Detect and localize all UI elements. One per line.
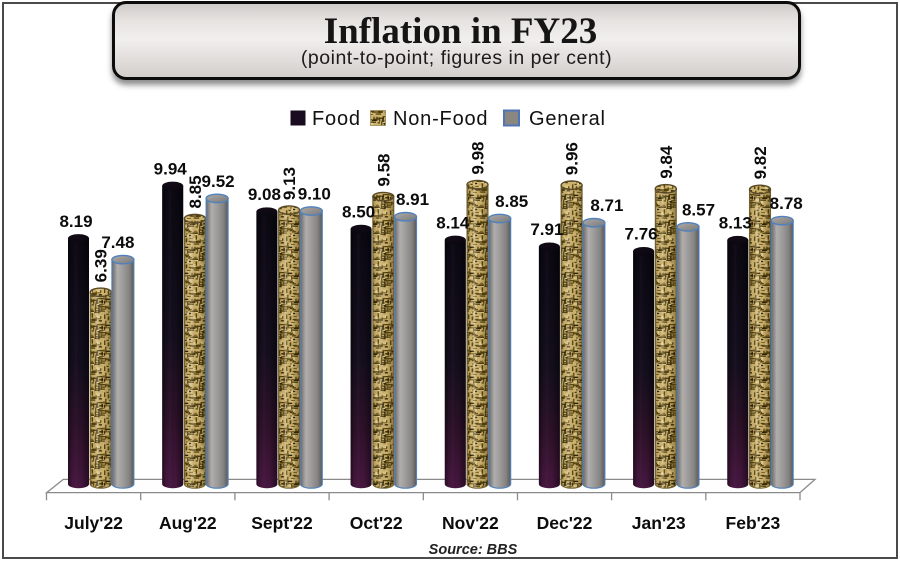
svg-text:9.08: 9.08 — [248, 185, 281, 204]
svg-text:Non-Food: Non-Food — [393, 108, 488, 130]
svg-text:8.91: 8.91 — [396, 190, 429, 209]
svg-text:8.50: 8.50 — [342, 203, 375, 222]
svg-text:Aug'22: Aug'22 — [159, 513, 217, 533]
svg-text:Jan'23: Jan'23 — [632, 513, 686, 533]
svg-text:7.76: 7.76 — [625, 225, 658, 244]
svg-text:Sept'22: Sept'22 — [251, 513, 313, 533]
svg-text:8.85: 8.85 — [186, 175, 205, 208]
svg-text:8.57: 8.57 — [682, 200, 715, 219]
svg-text:Dec'22: Dec'22 — [537, 513, 593, 533]
svg-text:July'22: July'22 — [64, 513, 123, 533]
svg-text:9.13: 9.13 — [280, 167, 299, 200]
svg-text:9.82: 9.82 — [751, 146, 770, 179]
svg-text:9.94: 9.94 — [154, 159, 188, 178]
svg-text:Feb'23: Feb'23 — [726, 513, 781, 533]
svg-text:Oct'22: Oct'22 — [350, 513, 403, 533]
svg-text:8.71: 8.71 — [590, 196, 623, 215]
svg-text:Food: Food — [312, 108, 361, 130]
svg-text:9.84: 9.84 — [657, 145, 676, 179]
svg-text:8.85: 8.85 — [495, 192, 528, 211]
svg-text:7.48: 7.48 — [101, 233, 134, 252]
svg-text:8.78: 8.78 — [770, 194, 803, 213]
svg-text:General: General — [529, 108, 606, 130]
svg-text:7.91: 7.91 — [530, 220, 563, 239]
svg-text:9.58: 9.58 — [374, 154, 393, 187]
svg-text:8.19: 8.19 — [59, 212, 92, 231]
svg-text:6.39: 6.39 — [92, 249, 111, 282]
svg-text:9.98: 9.98 — [469, 142, 488, 175]
svg-text:Nov'22: Nov'22 — [442, 513, 499, 533]
svg-text:9.96: 9.96 — [563, 142, 582, 175]
svg-text:9.10: 9.10 — [298, 185, 331, 204]
svg-text:8.14: 8.14 — [436, 213, 470, 232]
svg-text:8.13: 8.13 — [719, 214, 752, 233]
svg-text:9.52: 9.52 — [202, 172, 235, 191]
svg-text:Source: BBS: Source: BBS — [429, 542, 518, 558]
